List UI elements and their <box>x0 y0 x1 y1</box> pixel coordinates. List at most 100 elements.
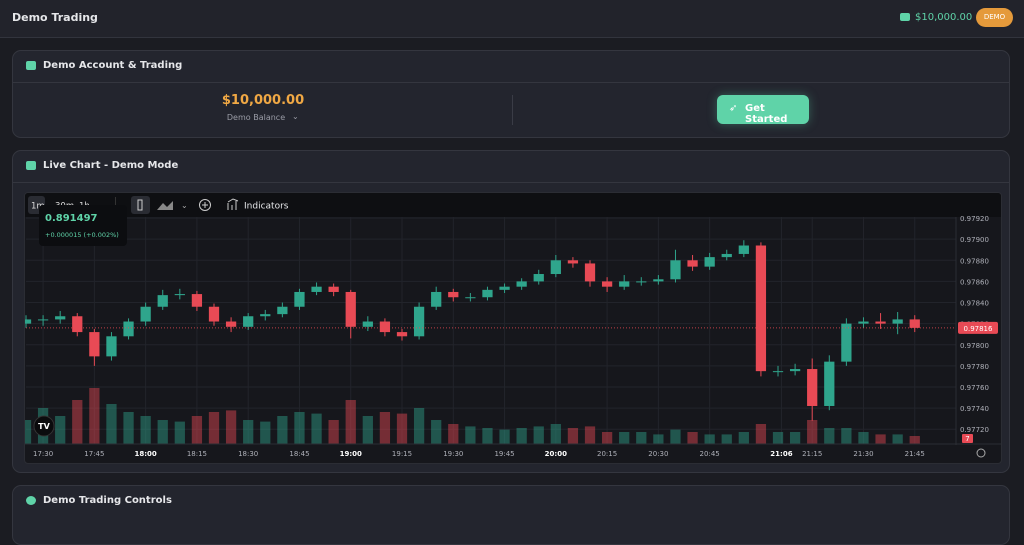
header-balance: $10,000.00 <box>915 12 973 23</box>
volume-bar <box>533 426 544 444</box>
x-tick-label: 17:30 <box>33 450 53 458</box>
x-tick-label: 20:45 <box>700 450 720 458</box>
button-label: Get Started <box>745 103 788 125</box>
volume-bar <box>516 428 527 444</box>
x-tick-label: 19:30 <box>443 450 463 458</box>
candle-body <box>260 314 271 317</box>
account-card: Demo Account & Trading $10,000.00 Demo B… <box>12 50 1010 138</box>
volume-bar <box>772 432 784 444</box>
top-bar: Demo Trading $10,000.00 DEMO <box>0 0 1024 38</box>
x-tick-label: 20:30 <box>648 450 668 458</box>
candle-body <box>499 286 510 290</box>
card-icon <box>26 61 36 70</box>
candle-body <box>311 286 322 292</box>
candle-body <box>875 321 886 324</box>
y-tick-label: 0.97840 <box>960 300 989 308</box>
volume-bar <box>619 432 630 444</box>
x-tick-label: 20:00 <box>545 450 567 458</box>
settings-icon[interactable] <box>976 448 986 458</box>
x-tick-label: 19:15 <box>392 450 412 458</box>
indicators-button[interactable]: Indicators <box>244 202 289 212</box>
divider <box>13 182 1009 183</box>
volume-bar <box>499 429 510 444</box>
volume-bar <box>636 432 647 444</box>
demo-badge[interactable]: DEMO <box>976 8 1013 27</box>
get-started-button[interactable]: Get Started ➶ <box>717 95 809 125</box>
candle-body <box>174 294 185 296</box>
candle-body <box>362 321 373 327</box>
candle-body <box>89 332 100 357</box>
y-tick-label: 0.97800 <box>960 342 989 350</box>
volume-bar <box>379 412 391 444</box>
volume-bar <box>413 408 425 444</box>
x-tick-label: 19:00 <box>340 450 362 458</box>
volume-bar <box>482 428 493 444</box>
y-tick-label: 0.97720 <box>960 426 989 434</box>
volume-bar <box>311 413 322 444</box>
candle-body <box>687 260 698 267</box>
candle-body <box>653 279 664 282</box>
candle-body <box>670 260 681 280</box>
volume-bar <box>875 434 886 444</box>
candle-body <box>789 369 801 372</box>
candle-body <box>619 281 630 287</box>
candle-body <box>482 289 493 298</box>
candle-body <box>755 245 767 372</box>
volume-bar <box>584 426 596 444</box>
separator <box>512 95 513 125</box>
candle-body <box>25 319 32 324</box>
y-tick-label: 0.97860 <box>960 278 989 286</box>
x-tick-label: 18:45 <box>289 450 309 458</box>
candle-body <box>601 281 613 287</box>
candle-body <box>140 306 151 322</box>
tooltip-box <box>39 205 127 246</box>
chevron: ⌄ <box>292 112 299 121</box>
dropdown-icon[interactable]: ⌄ <box>181 201 188 210</box>
candle-body <box>294 291 305 307</box>
volume-bar <box>807 420 818 444</box>
volume-bar <box>277 416 288 444</box>
volume-bar <box>653 434 664 444</box>
tooltip: 0.891497 +0.000015 (+0.002%) <box>39 205 127 246</box>
volume-bar <box>465 426 476 444</box>
x-tick-label: 18:00 <box>134 450 156 458</box>
y-tick-label: 0.97900 <box>960 236 989 244</box>
balance-label[interactable]: Demo Balance <box>226 113 286 122</box>
candle-type-button[interactable] <box>131 196 150 214</box>
volume-bar <box>670 429 681 444</box>
volume-bar <box>858 432 869 444</box>
candle-body <box>516 281 527 287</box>
candle-body <box>909 319 920 328</box>
volume-bar <box>157 420 168 444</box>
x-tick-label: 21:15 <box>802 450 822 458</box>
candle-body <box>807 369 818 406</box>
x-tick-label: 18:30 <box>238 450 258 458</box>
x-tick-label: 21:06 <box>770 450 792 458</box>
candle-body <box>106 336 117 357</box>
indicators-icon <box>227 198 239 210</box>
divider <box>13 82 1009 83</box>
volume-bar <box>174 421 185 444</box>
candle-body <box>37 319 49 321</box>
interval-button[interactable]: 1m <box>31 202 45 212</box>
x-tick-label: 21:30 <box>853 450 873 458</box>
tradingview-logo[interactable] <box>33 415 55 437</box>
y-tick-label: 0.97740 <box>960 405 989 413</box>
volume-bar <box>140 416 151 444</box>
x-tick-label: 18:15 <box>187 450 207 458</box>
add-icon[interactable] <box>199 199 211 211</box>
volume-bar <box>89 388 100 444</box>
area-icon[interactable] <box>157 201 173 210</box>
candle-body <box>191 294 203 307</box>
card-icon <box>26 161 36 170</box>
candle-body <box>892 319 903 324</box>
candle-body <box>448 291 459 298</box>
y-tick-label: 0.97780 <box>960 363 989 371</box>
controls-card: Demo Trading Controls <box>12 485 1010 545</box>
candle-body <box>636 281 647 283</box>
volume-bar <box>243 420 254 444</box>
volume-bar <box>362 416 373 444</box>
volume-bar <box>260 421 271 444</box>
